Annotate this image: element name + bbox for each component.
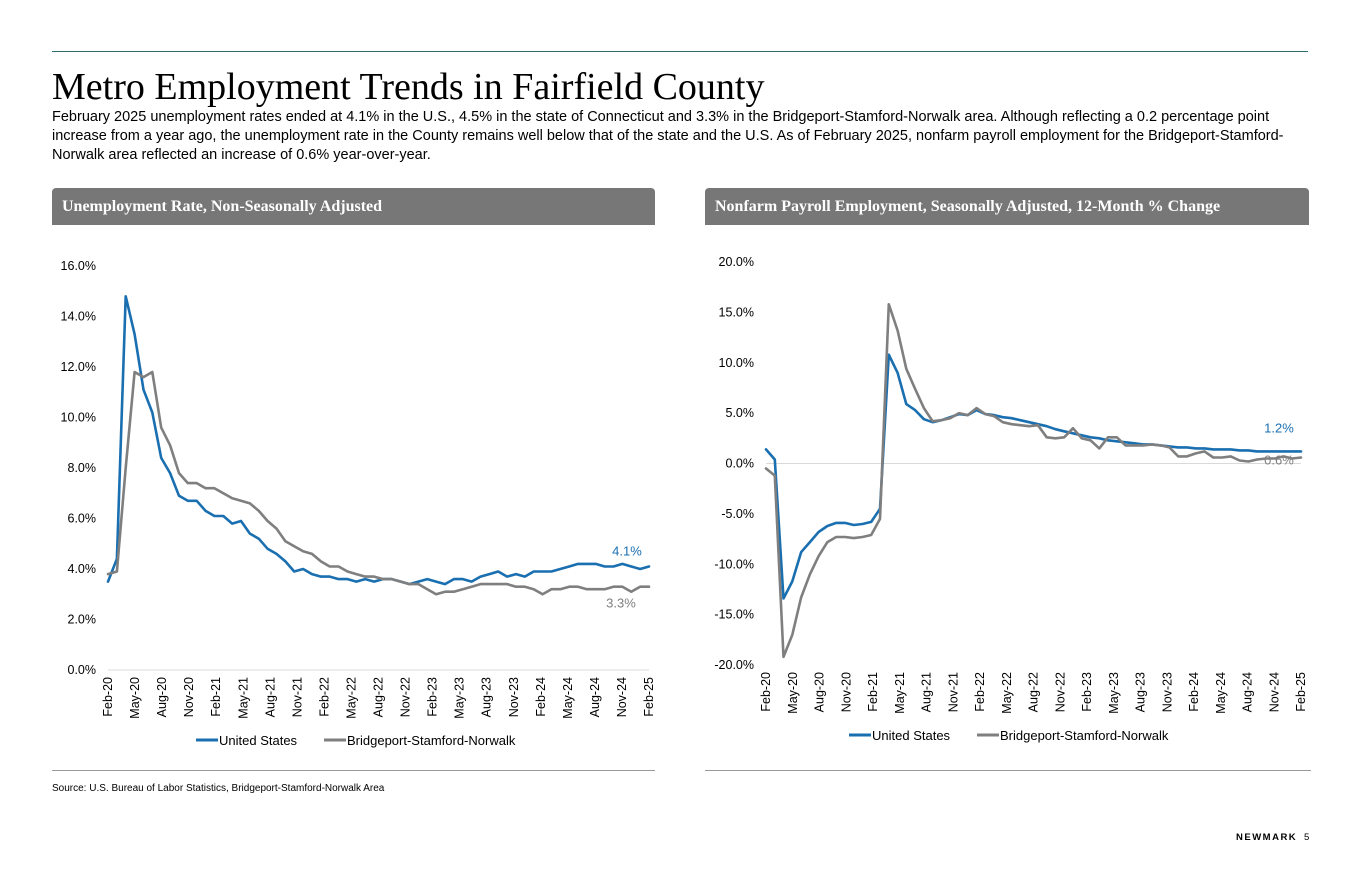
x-tick-label: May-22 <box>1000 672 1014 714</box>
y-tick-label: 10.0% <box>719 356 754 370</box>
x-tick-label: Aug-22 <box>1027 672 1041 712</box>
series-line-bridgeport-stamford-norwalk <box>106 370 651 596</box>
y-tick-label: 12.0% <box>61 360 96 374</box>
x-tick-label: Aug-20 <box>813 672 827 712</box>
x-tick-label: Nov-23 <box>507 677 521 717</box>
x-tick-label: Feb-25 <box>642 677 655 717</box>
end-value-label: 0.6% <box>1264 452 1294 467</box>
x-tick-label: Aug-22 <box>372 677 386 717</box>
x-tick-label: Nov-22 <box>399 677 413 717</box>
x-tick-label: Feb-23 <box>1080 672 1094 712</box>
y-tick-label: -10.0% <box>714 557 754 571</box>
x-tick-label: May-24 <box>561 677 575 719</box>
y-tick-label: 14.0% <box>61 310 96 324</box>
series-line-united-states <box>106 294 651 586</box>
x-tick-label: Feb-22 <box>317 677 331 717</box>
y-tick-label: -5.0% <box>721 507 754 521</box>
x-tick-label: May-21 <box>893 672 907 714</box>
end-value-label: 3.3% <box>606 596 636 611</box>
x-tick-label: Feb-21 <box>866 672 880 712</box>
source-note: Source: U.S. Bureau of Labor Statistics,… <box>52 783 385 794</box>
series-line-united-states <box>764 353 1303 600</box>
x-tick-label: Nov-24 <box>1267 672 1281 712</box>
legend-label: Bridgeport-Stamford-Norwalk <box>1000 728 1169 743</box>
x-tick-label: Nov-23 <box>1160 672 1174 712</box>
y-tick-label: 0.0% <box>726 457 755 471</box>
y-tick-label: -20.0% <box>714 658 754 672</box>
unemployment-chart-title: Unemployment Rate, Non-Seasonally Adjust… <box>52 188 655 225</box>
x-tick-label: Feb-20 <box>101 677 115 717</box>
y-tick-label: 6.0% <box>68 512 97 526</box>
legend-label: United States <box>219 733 298 748</box>
brand-logo: NEWMARK <box>1236 832 1298 843</box>
y-tick-label: -15.0% <box>714 608 754 622</box>
y-tick-label: 16.0% <box>61 259 96 273</box>
top-rule <box>52 51 1308 52</box>
y-tick-label: 8.0% <box>68 461 97 475</box>
x-tick-label: Nov-22 <box>1053 672 1067 712</box>
end-value-label: 4.1% <box>612 543 642 558</box>
legend-label: Bridgeport-Stamford-Norwalk <box>347 733 516 748</box>
x-tick-label: Aug-24 <box>1241 672 1255 712</box>
end-value-label: 1.2% <box>1264 420 1294 435</box>
x-tick-label: May-20 <box>786 672 800 714</box>
bottom-rule-left <box>52 770 655 771</box>
y-tick-label: 5.0% <box>726 406 755 420</box>
x-tick-label: Nov-21 <box>946 672 960 712</box>
x-tick-label: May-24 <box>1214 672 1228 714</box>
x-tick-label: May-21 <box>236 677 250 719</box>
x-tick-label: Aug-20 <box>155 677 169 717</box>
x-tick-label: Feb-24 <box>1187 672 1201 712</box>
x-tick-label: May-23 <box>1107 672 1121 714</box>
intro-paragraph: February 2025 unemployment rates ended a… <box>52 109 1284 163</box>
x-tick-label: Nov-20 <box>839 672 853 712</box>
x-tick-label: Feb-24 <box>534 677 548 717</box>
x-tick-label: May-23 <box>453 677 467 719</box>
payroll-chart-title: Nonfarm Payroll Employment, Seasonally A… <box>705 188 1309 225</box>
y-tick-label: 0.0% <box>68 663 97 677</box>
y-tick-label: 4.0% <box>68 562 97 576</box>
x-tick-label: Feb-22 <box>973 672 987 712</box>
y-tick-label: 10.0% <box>61 411 96 425</box>
x-tick-label: Feb-23 <box>426 677 440 717</box>
payroll-chart: -20.0% -15.0% -10.0% -5.0% 0.0% 5.0% 10.0% 15.0… <box>714 255 1308 743</box>
x-tick-label: May-20 <box>128 677 142 719</box>
legend-label: United States <box>872 728 951 743</box>
bottom-rule-right <box>705 770 1311 771</box>
x-tick-label: Aug-24 <box>588 677 602 717</box>
x-tick-label: Aug-21 <box>920 672 934 712</box>
unemployment-chart: 0.0% 2.0% 4.0% 6.0% 8.0% 10.0% 12.0% 14.0% 16.0%… <box>61 259 655 748</box>
x-tick-label: Feb-25 <box>1294 672 1308 712</box>
x-tick-label: Nov-20 <box>182 677 196 717</box>
x-tick-label: Aug-23 <box>480 677 494 717</box>
x-tick-label: Feb-21 <box>209 677 223 717</box>
x-tick-label: May-22 <box>344 677 358 719</box>
y-tick-label: 15.0% <box>719 305 754 319</box>
y-tick-label: 20.0% <box>719 255 754 269</box>
x-tick-label: Nov-24 <box>615 677 629 717</box>
series-line-bridgeport-stamford-norwalk <box>764 303 1303 659</box>
page-number: 5 <box>1304 832 1310 843</box>
x-tick-label: Nov-21 <box>290 677 304 717</box>
x-tick-label: Feb-20 <box>759 672 773 712</box>
page-title: Metro Employment Trends in Fairfield Cou… <box>52 66 765 108</box>
y-tick-label: 2.0% <box>68 613 97 627</box>
x-tick-label: Aug-23 <box>1134 672 1148 712</box>
x-tick-label: Aug-21 <box>263 677 277 717</box>
